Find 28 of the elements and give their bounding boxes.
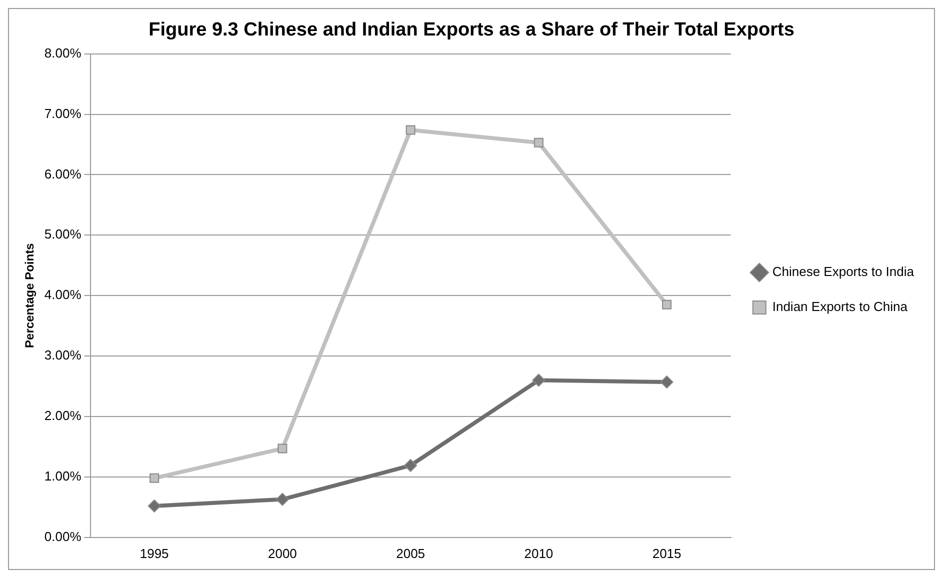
chart-title: Figure 9.3 Chinese and Indian Exports as a Share of Their Total Exports bbox=[148, 20, 794, 41]
x-tick-label: 2010 bbox=[524, 546, 554, 561]
y-tick-label: 1.00% bbox=[44, 468, 82, 484]
y-tick-label: 7.00% bbox=[44, 106, 82, 121]
y-tick-label: 2.00% bbox=[44, 408, 82, 424]
point bbox=[276, 492, 289, 506]
y-tick-label: 8.00% bbox=[44, 45, 82, 60]
y-axis-title: Percentage Points bbox=[22, 242, 37, 348]
point bbox=[404, 458, 418, 472]
x-tick-label: 1995 bbox=[140, 546, 169, 561]
y-tick-label: 6.00% bbox=[44, 166, 82, 182]
y-tick-label: 5.00% bbox=[44, 226, 82, 242]
y-tick-label: 3.00% bbox=[44, 348, 82, 363]
point bbox=[148, 499, 161, 512]
y-tick-label: 0.00% bbox=[44, 528, 82, 544]
x-tick-label: 2005 bbox=[396, 546, 426, 561]
point bbox=[660, 376, 674, 389]
point bbox=[150, 473, 160, 483]
legend-label: Chinese Exports to India bbox=[772, 264, 915, 280]
x-tick-label: 2015 bbox=[652, 546, 682, 561]
y-tick-label: 4.00% bbox=[44, 287, 82, 302]
x-tick-label: 2000 bbox=[268, 546, 297, 561]
point bbox=[534, 138, 544, 148]
point bbox=[278, 444, 288, 454]
legend-label: Indian Exports to China bbox=[772, 299, 908, 314]
point bbox=[532, 374, 546, 387]
point bbox=[406, 125, 416, 135]
point bbox=[662, 300, 672, 310]
